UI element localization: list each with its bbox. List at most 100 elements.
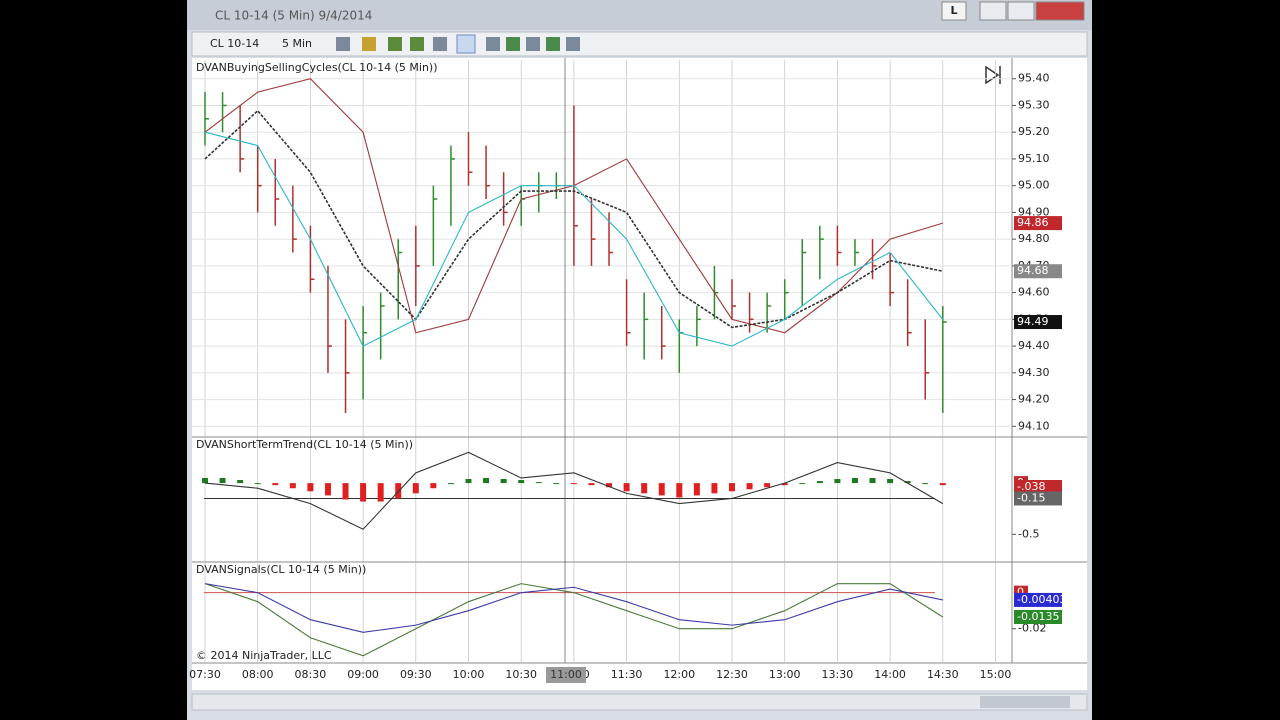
histogram-bar [869, 477, 876, 484]
time-tick-label: 10:30 [505, 668, 537, 681]
histogram-bar [904, 481, 911, 484]
histogram-bar [922, 483, 929, 485]
strategy-icon[interactable] [526, 37, 540, 51]
histogram-bar [746, 483, 753, 490]
data-box-icon[interactable] [566, 37, 580, 51]
time-tick-label: 08:30 [295, 668, 327, 681]
histogram-bar [781, 483, 788, 486]
time-tick-label: 14:00 [874, 668, 906, 681]
y-tick-label: 94.40 [1018, 339, 1050, 352]
y-tick-label: 94.60 [1018, 286, 1050, 299]
price-marker [1014, 315, 1062, 330]
toolbar-icons [336, 34, 580, 54]
close-button[interactable] [1035, 1, 1085, 21]
plot: 07:30 08:00 08:30 09:00 09:30 10:00 10:30 11:00… [189, 60, 1087, 681]
y-tick-label: 95.00 [1018, 179, 1050, 192]
scrollbar[interactable] [191, 693, 1088, 711]
histogram-bar [518, 480, 525, 484]
price-marker [1014, 216, 1062, 231]
y-tick-label: 94.30 [1018, 366, 1050, 379]
histogram-bar [465, 479, 472, 484]
panel-title: DVANBuyingSellingCycles(CL 10-14 (5 Min)… [196, 61, 438, 74]
price-marker-label: -0.0135 [1017, 610, 1059, 623]
properties-icon[interactable] [546, 37, 560, 51]
y-tick-label: 95.40 [1018, 72, 1050, 85]
price-marker-label: -0.15 [1017, 491, 1045, 504]
histogram-bar [764, 483, 771, 488]
maximize-button[interactable] [1007, 1, 1035, 21]
price-marker [1014, 491, 1062, 506]
time-tick-label: 12:30 [716, 668, 748, 681]
histogram-bar [693, 483, 700, 496]
crosshair-icon[interactable] [433, 37, 447, 51]
chart-area [192, 58, 1087, 690]
time-tick-label: 08:00 [242, 668, 274, 681]
y-tick-label: 94.10 [1018, 419, 1050, 432]
histogram-bar [342, 483, 349, 500]
price-marker [1014, 592, 1062, 607]
time-tick-label: 15:00 [980, 668, 1012, 681]
histogram-bar [887, 479, 894, 484]
price-marker-label: 0 [1017, 586, 1024, 599]
draw-icon[interactable] [362, 37, 376, 51]
histogram-bar [324, 483, 331, 496]
histogram-bar [500, 479, 507, 484]
time-tick-label: 13:30 [822, 668, 854, 681]
copyright: © 2014 NinjaTrader, LLC [196, 649, 332, 662]
interval-selector[interactable]: 5 Min [282, 37, 312, 50]
price-marker-label: 94.68 [1017, 264, 1049, 277]
indicator-line [204, 109, 943, 329]
price-marker [1014, 610, 1062, 625]
instrument-selector[interactable]: CL 10-14 [210, 37, 259, 50]
crosshair-box [546, 667, 586, 683]
histogram-bar [939, 483, 946, 486]
histogram-bar [360, 483, 367, 502]
histogram-bar [658, 483, 665, 496]
histogram-bar [623, 483, 630, 492]
crosshair-label: 11:00 [550, 668, 582, 681]
scrollbar-thumb[interactable] [980, 696, 1070, 708]
histogram-bar [483, 477, 490, 484]
histogram-bar [570, 483, 577, 485]
y-tick-label: 95.20 [1018, 125, 1050, 138]
histogram-bar [219, 477, 226, 484]
histogram-bar [237, 480, 244, 484]
y-tick-label: -0.5 [1018, 527, 1039, 540]
time-tick-label: 12:00 [663, 668, 695, 681]
price-marker-label: 94.86 [1017, 216, 1049, 229]
time-tick-label: 13:00 [769, 668, 801, 681]
histogram-bar [851, 477, 858, 484]
y-tick-label: -0.02 [1018, 622, 1046, 635]
title-bar [187, 0, 1092, 30]
window-title: CL 10-14 (5 Min) 9/4/2014 [215, 9, 372, 23]
bar-type-icon[interactable] [336, 37, 350, 51]
toolbar [191, 31, 1088, 57]
histogram-bar [289, 483, 296, 489]
tool-icon[interactable] [388, 37, 402, 51]
histogram-bar [641, 483, 648, 494]
tool-icon[interactable] [410, 37, 424, 51]
zoom-icon[interactable] [456, 34, 476, 54]
window-link-button[interactable] [941, 1, 967, 21]
histogram-bar [254, 483, 261, 485]
y-tick-label: 94.80 [1018, 232, 1050, 245]
price-marker-label: -0.00403 [1017, 593, 1066, 606]
y-tick-label: 94.20 [1018, 393, 1050, 406]
histogram-bar [430, 483, 437, 489]
time-tick-label: 09:30 [400, 668, 432, 681]
minimize-button[interactable] [979, 1, 1007, 21]
histogram-bar [447, 483, 454, 485]
panel-icon[interactable] [486, 37, 500, 51]
y-tick-label: 95.30 [1018, 98, 1050, 111]
price-marker-label: 94.49 [1017, 315, 1049, 328]
indicator-line [204, 583, 943, 633]
histogram-bar [588, 483, 595, 486]
histogram-bar [729, 483, 735, 492]
price-marker-label: -.038 [1017, 480, 1045, 493]
indicator-icon[interactable] [506, 37, 520, 51]
indicator-line [204, 583, 944, 657]
indicator-line [204, 451, 944, 530]
price-marker [1014, 480, 1062, 494]
